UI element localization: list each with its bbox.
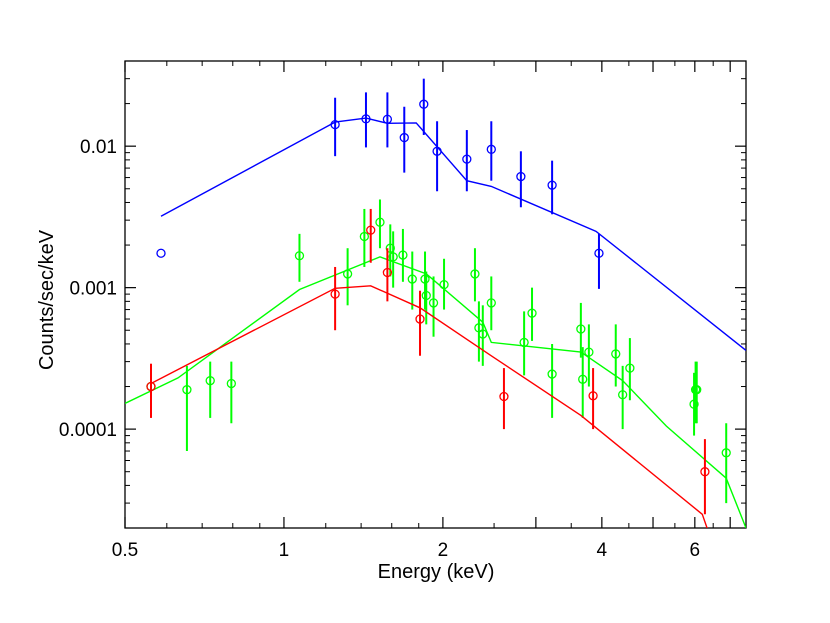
data-point-green [226, 378, 236, 389]
series-red [146, 208, 710, 528]
data-point-red [499, 391, 509, 402]
data-point-green [692, 385, 702, 395]
data-point-green [428, 298, 439, 308]
data-point-green [407, 274, 417, 284]
data-point-green [421, 290, 431, 301]
x-tick-labels: 0.5 1 2 4 6 [112, 540, 700, 561]
y-axis-label: Counts/sec/keV [36, 229, 58, 370]
data-point-blue [361, 114, 371, 124]
data-point-green [294, 251, 305, 261]
x-tick-label: 6 [690, 540, 701, 561]
data-point-green [486, 298, 496, 308]
model-line-red [150, 285, 708, 528]
data-point-green [388, 252, 398, 262]
data-point-green [625, 363, 635, 373]
x-tick-label: 2 [438, 540, 449, 561]
data-point-green [721, 448, 731, 458]
data-point-blue [399, 132, 409, 143]
data-point-green [618, 390, 628, 400]
data-point-green [527, 308, 537, 318]
data-point-red [366, 225, 376, 235]
data-point-green [385, 243, 395, 253]
data-point-red [700, 467, 710, 477]
data-point-green [439, 279, 449, 290]
data-point-green [576, 324, 586, 334]
data-point-blue [462, 154, 472, 164]
data-point-green [689, 399, 699, 409]
data-point-blue [419, 99, 429, 109]
data-point-green [375, 217, 385, 227]
data-point-blue [432, 146, 442, 156]
data-point-green [398, 250, 408, 260]
data-point-blue [547, 180, 557, 190]
series-green [125, 199, 746, 528]
x-tick-label: 0.5 [112, 540, 138, 561]
data-point-blue [516, 171, 526, 182]
x-tick-label: 4 [597, 540, 608, 561]
plot-border [124, 60, 747, 529]
data-point-green [342, 269, 353, 279]
y-tick-label: 0.01 [80, 137, 117, 158]
data-point-blue [330, 119, 340, 130]
data-point-green [359, 231, 370, 242]
data-point-green [578, 374, 588, 384]
axis-ticks [124, 60, 746, 529]
model-line-blue [160, 117, 746, 351]
data-point-green [547, 369, 557, 379]
data-point-red [330, 289, 340, 299]
data-point-red [415, 314, 425, 324]
plot-area [125, 78, 746, 528]
data-point-blue [486, 144, 496, 154]
data-point-green [611, 349, 621, 359]
data-point-blue [156, 248, 166, 258]
data-point-green [584, 347, 594, 357]
data-point-blue [594, 248, 604, 258]
data-point-green [519, 337, 529, 348]
data-point-red [588, 391, 598, 401]
data-point-green [470, 269, 480, 279]
plot-frame [124, 60, 747, 529]
x-axis-label: Energy (keV) [378, 561, 495, 583]
data-point-green [478, 329, 488, 339]
data-point-green [420, 274, 430, 284]
data-point-blue [382, 114, 393, 124]
data-point-red [382, 267, 393, 278]
x-tick-label: 1 [279, 540, 290, 561]
series-blue [156, 78, 746, 351]
model-line-green [125, 256, 746, 528]
y-tick-labels: 0.0001 0.001 0.01 [59, 137, 117, 441]
data-point-red [146, 381, 156, 392]
y-tick-label: 0.001 [69, 279, 117, 300]
data-point-green [182, 385, 192, 395]
data-point-green [205, 376, 215, 386]
y-tick-label: 0.0001 [59, 420, 117, 441]
